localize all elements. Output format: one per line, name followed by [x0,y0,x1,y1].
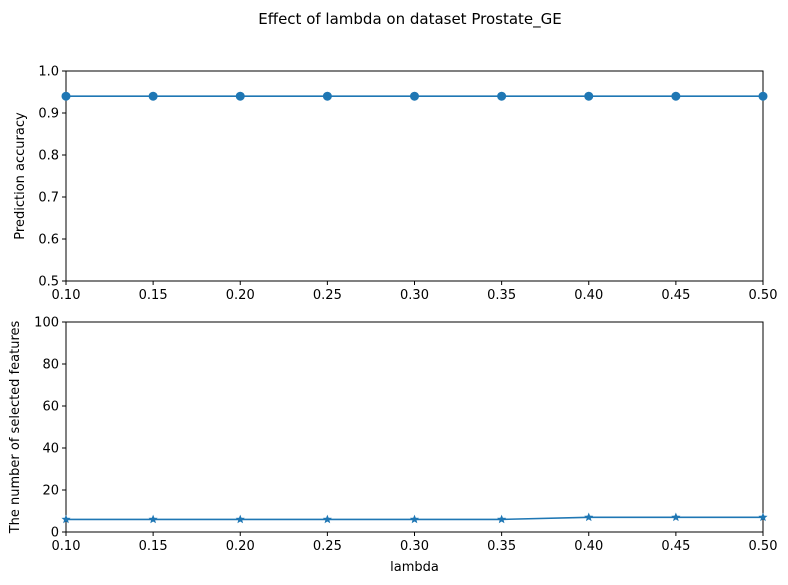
data-point [497,91,507,101]
features-chart: 0.10 0.15 0.20 0.25 0.30 0.35 0.40 0.45 0.50 0 20 4… [8,316,777,576]
x-tick-label: 0.10 [52,288,81,303]
y-axis-label: Prediction accuracy [13,112,28,240]
figure-title: Effect of lambda on dataset Prostate_GE [258,10,561,29]
axes-frame [65,321,764,533]
data-point [148,514,158,524]
y-tick-label: 80 [42,358,59,373]
data-point [671,512,681,522]
data-point [148,91,158,101]
accuracy-chart: 0.10 0.15 0.20 0.25 0.30 0.35 0.40 0.45 0.50 0.5 0… [13,65,777,304]
x-tick-label: 0.35 [487,539,516,554]
data-point [758,91,768,101]
y-tick-label: 1.0 [38,65,59,80]
x-tick-label: 0.20 [226,288,255,303]
y-tick-label: 60 [42,400,59,415]
y-tick-label: 0 [51,526,59,541]
x-tick-label: 0.40 [574,539,603,554]
data-point [61,514,71,524]
x-tick-label: 0.50 [749,539,778,554]
data-point [322,514,332,524]
y-tick-label: 40 [42,442,59,457]
data-point [497,514,507,524]
x-tick-label: 0.10 [52,539,81,554]
data-point [584,91,594,101]
x-axis-label: lambda [390,560,439,575]
x-tick-label: 0.40 [574,288,603,303]
data-point [322,91,332,101]
data-point [584,512,594,522]
x-tick-label: 0.45 [661,539,690,554]
x-tick-label: 0.30 [400,288,429,303]
axes-frame [65,70,764,282]
y-tick-label: 0.6 [38,233,59,248]
y-tick-label: 0.7 [38,191,59,206]
data-point [235,91,245,101]
y-tick-label: 0.5 [38,275,59,290]
data-point [671,91,681,101]
y-axis-label: The number of selected features [8,320,23,534]
data-point [409,514,420,524]
x-tick-label: 0.25 [313,288,342,303]
y-tick-label: 0.8 [38,149,59,164]
y-tick-label: 0.9 [38,107,59,122]
data-point [235,514,245,524]
x-tick-label: 0.30 [400,539,429,554]
data-point [758,512,768,522]
x-tick-label: 0.25 [313,539,342,554]
x-tick-label: 0.45 [661,288,690,303]
data-point [410,91,419,101]
y-tick-label: 20 [42,484,59,499]
x-tick-label: 0.20 [226,539,255,554]
x-tick-label: 0.50 [749,288,778,303]
x-tick-label: 0.15 [139,539,168,554]
x-tick-label: 0.15 [139,288,168,303]
x-tick-label: 0.35 [487,288,516,303]
data-point [61,91,71,101]
y-tick-label: 100 [34,316,59,331]
